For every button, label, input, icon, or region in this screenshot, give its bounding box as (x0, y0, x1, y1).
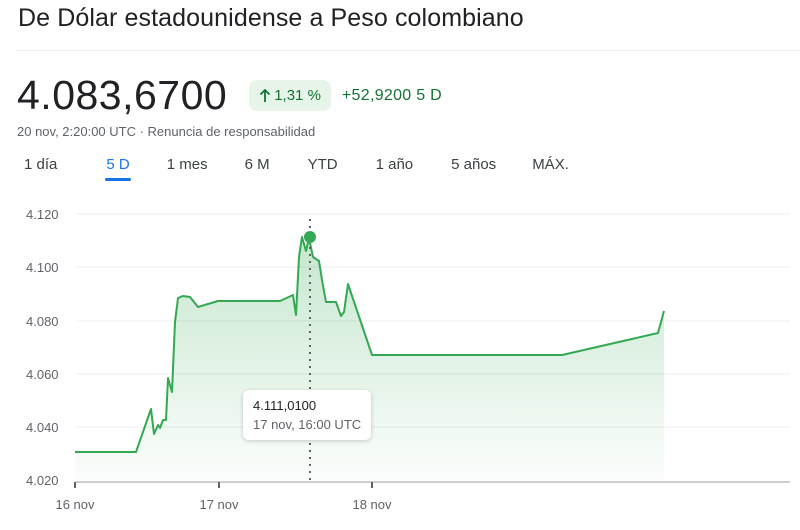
x-axis-ticks (74, 482, 373, 488)
arrow-up-icon (260, 88, 271, 102)
svg-text:4.120: 4.120 (26, 207, 59, 222)
current-price: 4.083,6700 (17, 72, 228, 118)
change-absolute: +52,9200 5 D (341, 86, 443, 104)
tab-1-year[interactable]: 1 año (375, 156, 414, 173)
svg-text:4.020: 4.020 (26, 473, 59, 488)
y-axis-labels: 4.120 4.100 4.080 4.060 4.040 4.020 (26, 207, 59, 488)
tab-1-month[interactable]: 1 mes (166, 156, 208, 173)
chart-tooltip: 4.111,0100 17 nov, 16:00 UTC (243, 390, 372, 440)
tab-5-days[interactable]: 5 D (105, 154, 132, 181)
change-percent: 1,31 % (274, 87, 321, 104)
tooltip-value: 4.111,0100 (253, 398, 317, 413)
title-divider (15, 50, 800, 51)
range-tabs: 1 día 5 D 1 mes 6 M YTD 1 año 5 años MÁX… (24, 154, 569, 181)
price-chart[interactable]: 4.120 4.100 4.080 4.060 4.040 4.020 16 n… (0, 195, 800, 530)
tab-1-day[interactable]: 1 día (24, 156, 58, 173)
svg-text:4.080: 4.080 (26, 314, 59, 329)
quote-row: 4.083,6700 1,31 % +52,9200 5 D (17, 72, 442, 119)
page-title: De Dólar estadounidense a Peso colombian… (18, 4, 524, 32)
svg-text:4.060: 4.060 (26, 367, 59, 382)
svg-text:18 nov: 18 nov (352, 497, 392, 512)
hover-point (304, 231, 316, 243)
change-percent-badge: 1,31 % (249, 80, 331, 111)
price-line (75, 236, 665, 453)
tab-6-months[interactable]: 6 M (244, 156, 270, 173)
tab-5-years[interactable]: 5 años (451, 156, 497, 173)
tab-max[interactable]: MÁX. (532, 156, 569, 173)
svg-text:4.040: 4.040 (26, 420, 59, 435)
x-axis-labels: 16 nov 17 nov 18 nov (55, 497, 392, 512)
tab-ytd[interactable]: YTD (307, 156, 338, 173)
quote-timestamp[interactable]: 20 nov, 2:20:00 UTC · Renuncia de respon… (17, 124, 316, 139)
svg-text:4.100: 4.100 (26, 260, 59, 275)
area-fill (75, 237, 664, 480)
svg-text:17 nov: 17 nov (199, 497, 239, 512)
tooltip-time: 17 nov, 16:00 UTC (253, 417, 362, 432)
svg-text:16 nov: 16 nov (55, 497, 95, 512)
